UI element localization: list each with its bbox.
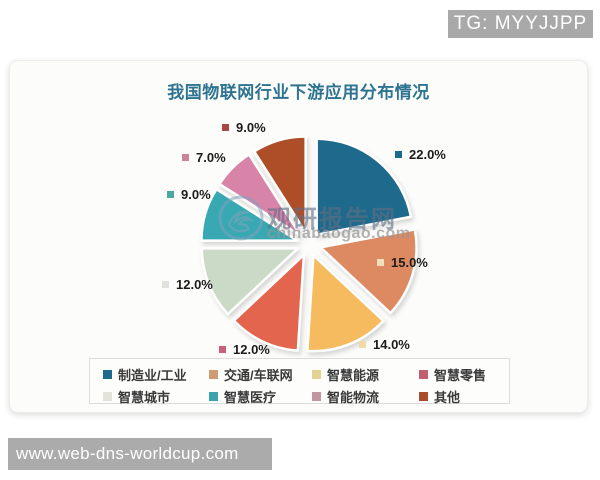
value-label-text: 15.0% (391, 255, 428, 270)
legend-label: 智能物流 (327, 390, 380, 405)
value-label-4: 12.0% (162, 277, 213, 292)
pie-slice-1 (319, 228, 418, 315)
pie-slice-2 (306, 253, 385, 353)
value-label-5: 9.0% (167, 187, 211, 202)
value-label-1: 15.0% (377, 255, 428, 270)
legend-label: 其他 (434, 390, 461, 405)
value-label-marker-icon (395, 151, 402, 158)
legend-item-2: 智慧能源 (312, 365, 379, 384)
value-label-marker-icon (222, 124, 229, 131)
value-label-6: 7.0% (182, 150, 226, 165)
chart-legend: 制造业/工业 交通/车联网 智慧能源 智慧零售智慧城市 智慧医疗 智能物流 其他 (89, 358, 510, 406)
legend-label: 交通/车联网 (224, 368, 293, 383)
legend-marker-icon (419, 392, 428, 401)
watermark-url-bar: www.web-dns-worldcup.com (8, 438, 272, 470)
pie-slice-6 (218, 153, 302, 237)
value-label-text: 22.0% (409, 147, 446, 162)
pie-slice-7 (252, 135, 307, 234)
pie-slice-0 (315, 137, 413, 237)
chart-title: 我国物联网行业下游应用分布情况 (167, 83, 430, 102)
legend-marker-icon (312, 392, 321, 401)
value-label-2: 14.0% (359, 337, 410, 352)
value-label-7: 9.0% (222, 120, 266, 135)
pie-slice-4 (200, 247, 300, 316)
pie-chart (200, 135, 418, 353)
legend-item-3: 智慧零售 (419, 365, 486, 384)
legend-item-5: 智慧医疗 (209, 387, 276, 406)
legend-marker-icon (103, 370, 112, 379)
legend-marker-icon (103, 392, 112, 401)
value-label-marker-icon (162, 281, 169, 288)
value-label-marker-icon (219, 346, 226, 353)
legend-label: 智慧城市 (118, 390, 171, 405)
legend-label: 制造业/工业 (118, 368, 187, 383)
value-label-text: 12.0% (233, 342, 270, 357)
legend-item-1: 交通/车联网 (209, 365, 293, 384)
value-label-marker-icon (377, 259, 384, 266)
legend-label: 智慧医疗 (224, 390, 277, 405)
legend-marker-icon (419, 370, 428, 379)
value-label-marker-icon (359, 341, 366, 348)
value-label-text: 9.0% (181, 187, 211, 202)
value-label-3: 12.0% (219, 342, 270, 357)
legend-item-6: 智能物流 (312, 387, 379, 406)
pie-slice-3 (232, 253, 306, 352)
chart-card: 我国物联网行业下游应用分布情况 观研报告网 chinabaogao.com 22… (9, 60, 588, 413)
watermark-logo-icon (218, 195, 264, 241)
legend-label: 智慧能源 (327, 368, 380, 383)
value-label-text: 9.0% (236, 120, 266, 135)
legend-item-0: 制造业/工业 (103, 365, 187, 384)
value-label-text: 14.0% (373, 337, 410, 352)
value-label-text: 12.0% (176, 277, 213, 292)
tg-badge: TG: MYYJJPP (448, 10, 593, 38)
value-label-0: 22.0% (395, 147, 446, 162)
value-label-marker-icon (167, 191, 174, 198)
legend-marker-icon (312, 370, 321, 379)
legend-item-4: 智慧城市 (103, 387, 170, 406)
value-label-marker-icon (182, 154, 189, 161)
legend-item-7: 其他 (419, 387, 460, 406)
legend-marker-icon (209, 392, 218, 401)
legend-marker-icon (209, 370, 218, 379)
legend-label: 智慧零售 (434, 368, 487, 383)
value-label-text: 7.0% (196, 150, 226, 165)
